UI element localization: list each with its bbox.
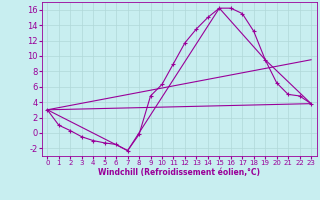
X-axis label: Windchill (Refroidissement éolien,°C): Windchill (Refroidissement éolien,°C) xyxy=(98,168,260,177)
